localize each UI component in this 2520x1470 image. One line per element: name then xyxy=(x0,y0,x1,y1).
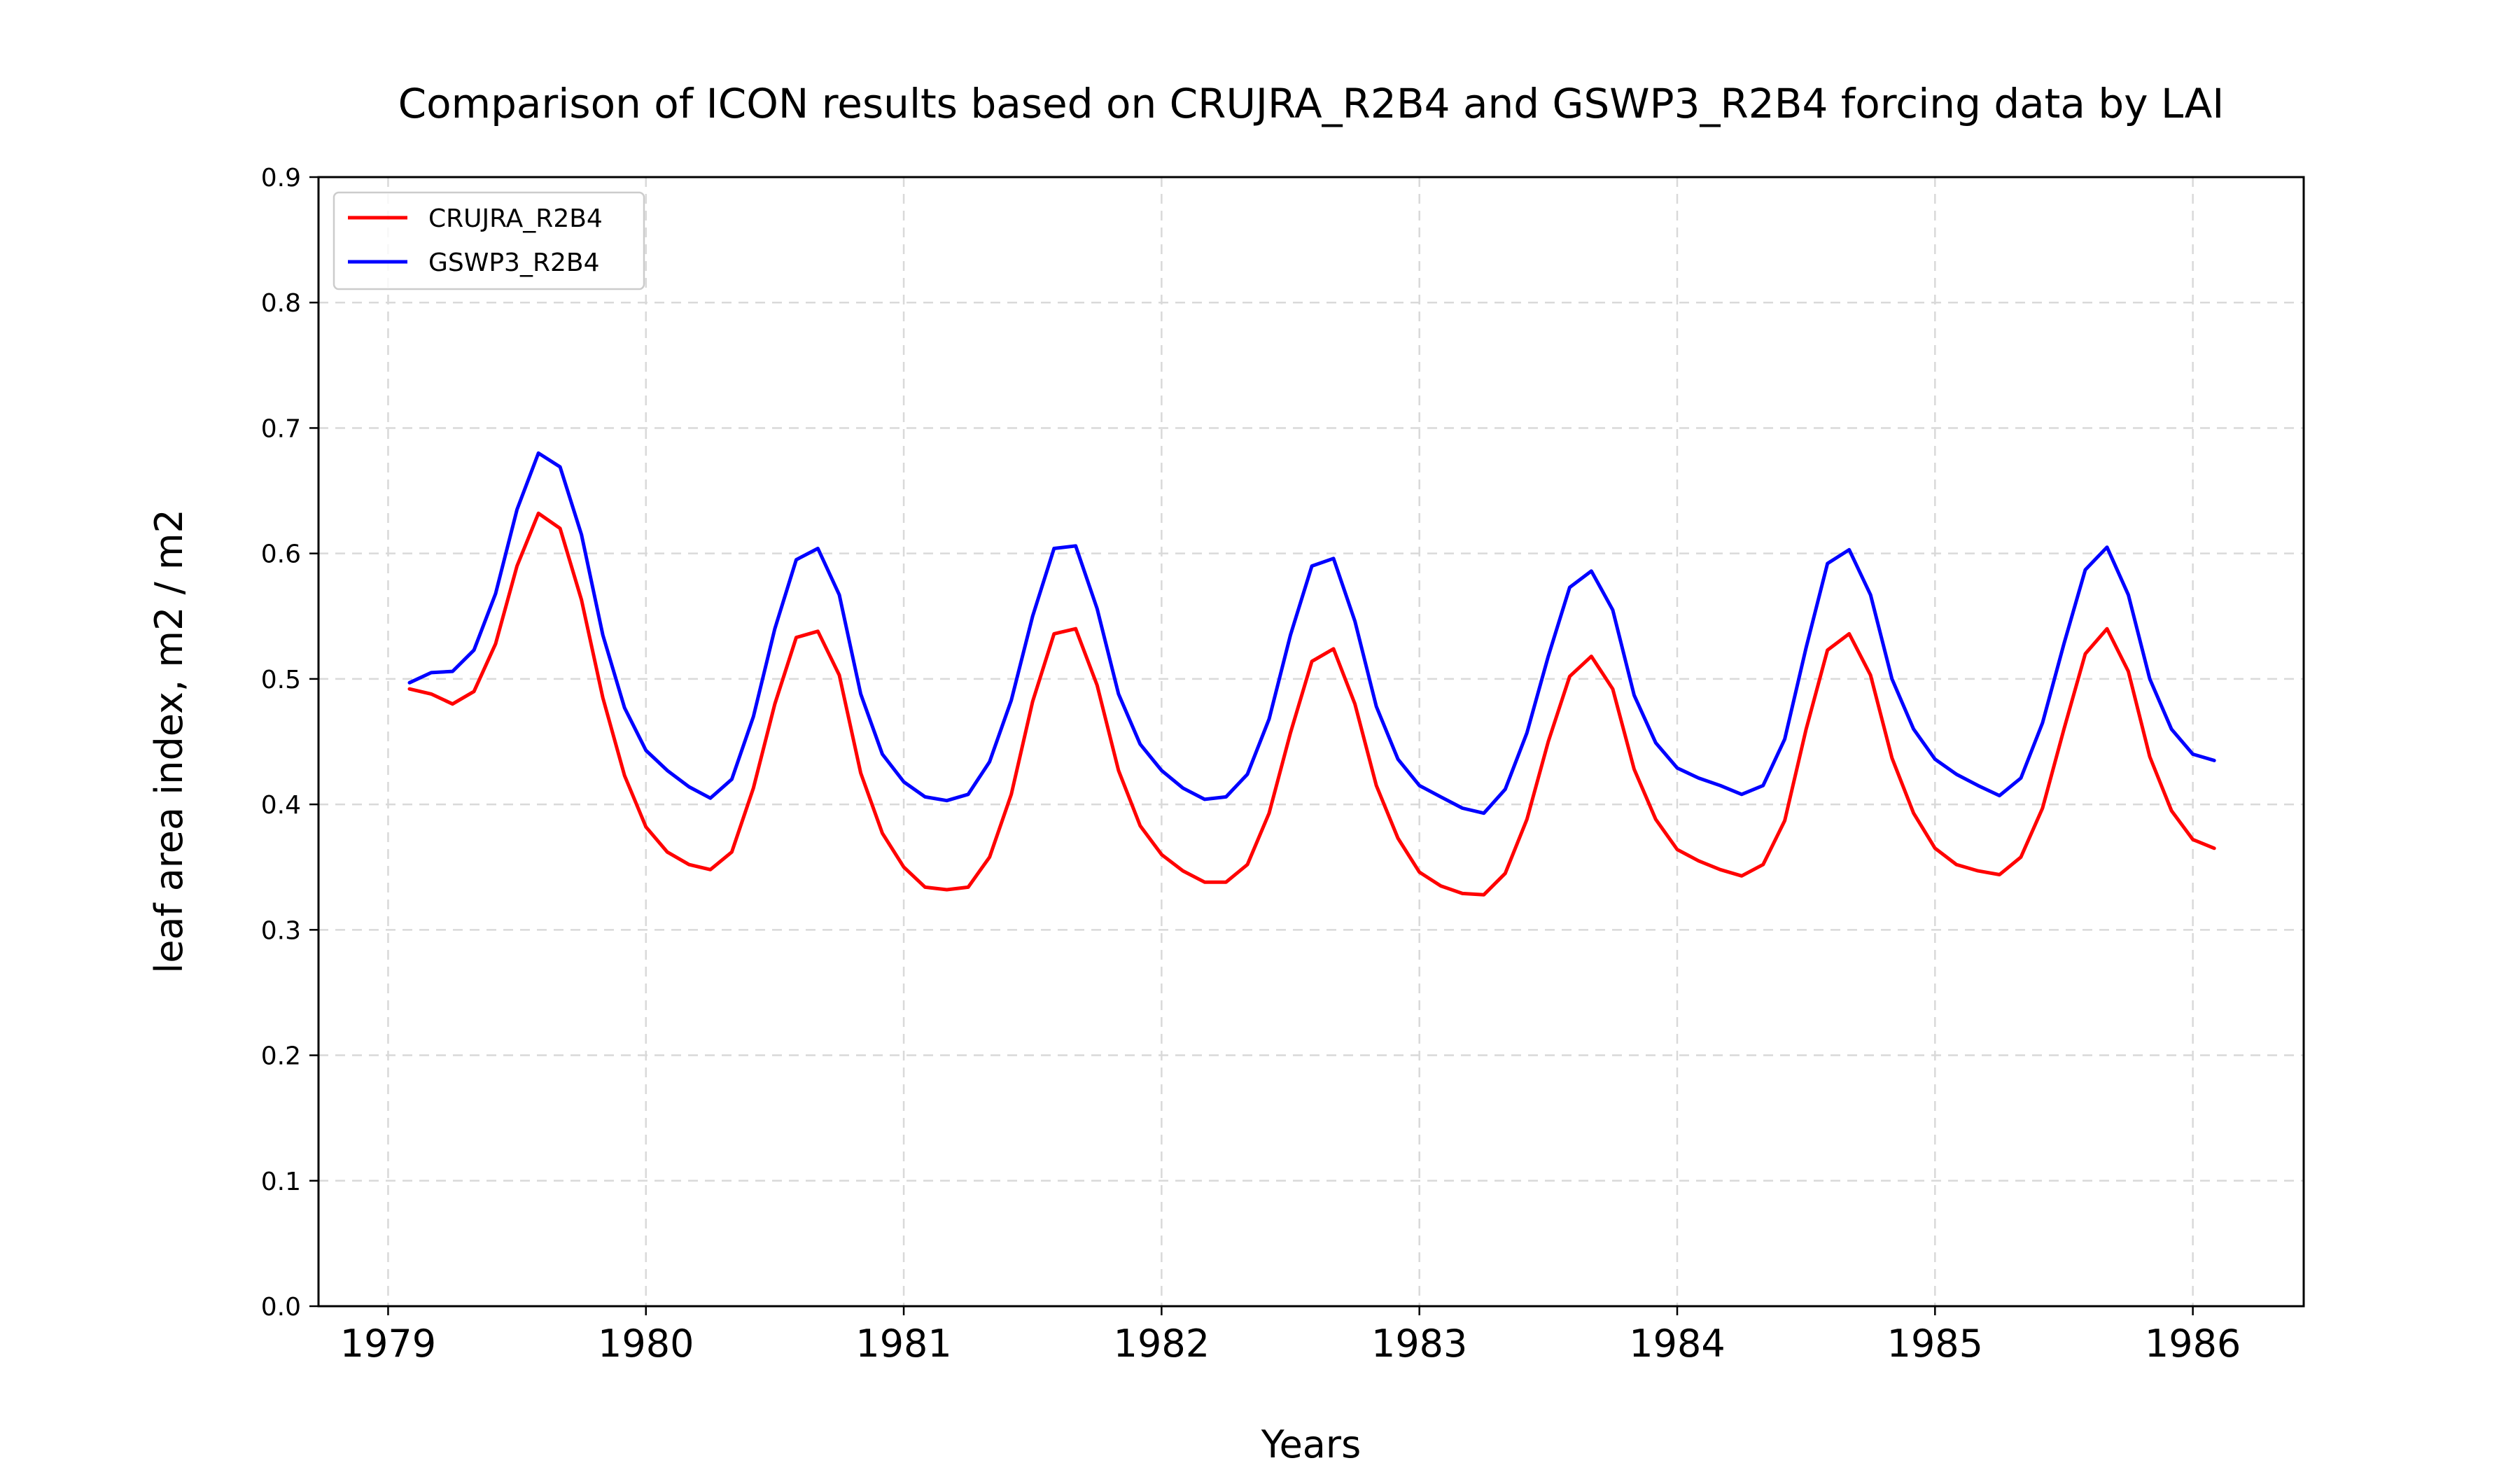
axis-ticks: 0.0 0.1 0.2 0.3 0.4 0.5 0.6 0.7 0.8 0.9 1979 1980 19… xyxy=(261,164,2241,1366)
series-line-gswp3-r2b4 xyxy=(407,451,2216,816)
y-tick-label: 0.8 xyxy=(261,289,301,318)
y-axis-label: leaf area index, m2 / m2 xyxy=(147,509,191,974)
x-tick-label: 1981 xyxy=(855,1322,951,1366)
y-tick-label: 0.5 xyxy=(261,666,301,694)
plot-frame xyxy=(317,176,2305,1308)
y-tick-label: 0.3 xyxy=(261,916,301,945)
chart-title: Comparison of ICON results based on CRUJ… xyxy=(398,80,2225,127)
y-tick-label: 0.0 xyxy=(261,1293,301,1322)
y-tick-label: 0.6 xyxy=(261,540,301,569)
y-tick-label: 0.1 xyxy=(261,1168,301,1196)
series-line-crujra-r2b4 xyxy=(407,511,2216,897)
legend: CRUJRA_R2B4 GSWP3_R2B4 xyxy=(332,191,645,290)
y-tick-label: 0.4 xyxy=(261,791,301,820)
x-tick-label: 1983 xyxy=(1371,1322,1467,1366)
legend-box xyxy=(332,191,645,290)
x-tick-label: 1986 xyxy=(2145,1322,2241,1366)
legend-label-crujra: CRUJRA_R2B4 xyxy=(428,204,603,233)
x-axis-label: Years xyxy=(1261,1422,1361,1466)
series-group xyxy=(407,451,2216,897)
x-tick-label: 1985 xyxy=(1887,1322,1983,1366)
grid xyxy=(318,176,2304,1308)
x-tick-label: 1982 xyxy=(1114,1322,1210,1366)
y-tick-label: 0.2 xyxy=(261,1042,301,1071)
y-tick-label: 0.7 xyxy=(261,414,301,443)
x-tick-label: 1984 xyxy=(1629,1322,1725,1366)
x-tick-label: 1979 xyxy=(340,1322,436,1366)
x-tick-label: 1980 xyxy=(598,1322,694,1366)
y-tick-label: 0.9 xyxy=(261,164,301,192)
legend-label-gswp3: GSWP3_R2B4 xyxy=(428,248,599,277)
